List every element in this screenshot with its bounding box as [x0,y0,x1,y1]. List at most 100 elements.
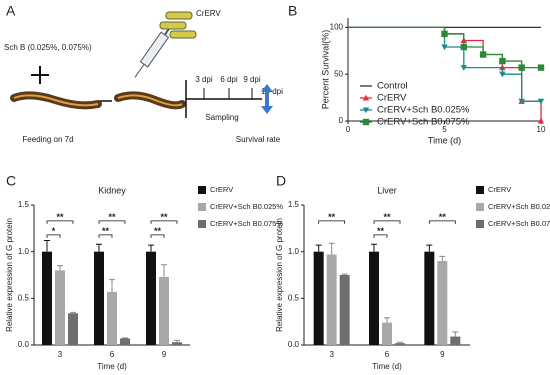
sampling-label: Sampling [205,113,238,122]
y-tick-label: 0.0 [18,340,30,349]
significance-label: ** [56,212,64,222]
bar [382,322,392,345]
x-tick-label: 3 [58,350,63,359]
panel-label: B [288,3,297,19]
eel [114,91,186,110]
legend-swatch [198,220,206,228]
plus-sign [31,66,49,84]
significance-bracket [428,220,456,224]
syringe-needle [134,64,145,78]
bar [42,251,52,345]
error-bar [452,331,459,337]
chart-title: Liver [377,185,397,195]
feeding-label: Feeding on 7d [22,135,73,144]
panel-label: A [6,3,16,19]
legend-label: CrERV+Sch B0.075% [488,219,550,228]
y-tick-label: 0 [339,116,344,125]
y-tick-label: 0.5 [288,293,300,302]
legend-label: CrERV+Sch B0.025% [210,202,283,211]
legend-swatch [198,186,206,194]
virus-label: CrERV [196,9,221,18]
error-bar [96,243,102,252]
y-tick-label: 0.5 [18,293,30,302]
legend-swatch [476,186,484,194]
survival-point [479,51,487,58]
chart-title: Kidney [98,185,126,195]
legend-label: CrERV [210,185,233,194]
error-bar [148,244,154,252]
bar [107,291,117,345]
legend-swatch [198,203,206,211]
bar [437,261,448,345]
error-bar [44,239,50,252]
legend-label: CrERV+Sch B0.075% [377,117,470,128]
bar [94,251,104,345]
error-bar [174,339,180,343]
survival-point [441,30,448,38]
bar [159,276,169,345]
syringe [134,24,173,78]
significance-bracket [150,234,165,238]
error-bar [315,244,322,252]
significance-bracket [150,220,178,224]
y-tick-label: 1.0 [18,247,30,256]
error-bar [328,242,335,255]
y-tick-label: 1.5 [18,200,30,209]
bar [146,251,156,345]
y-tick-label: 50 [334,69,343,78]
x-tick-label: 6 [110,350,115,359]
legend-marker [362,94,370,101]
dose-label: Sch B (0.025%, 0.075%) [4,43,92,52]
x-tick-label: 9 [162,350,167,359]
survival-line [348,26,541,102]
survival-point [537,98,545,105]
error-bar [161,264,167,277]
significance-bracket [46,234,61,238]
timepoint-label: 3 dpi [195,75,213,84]
x-axis-label: Time (d) [97,362,127,371]
survival-point [499,71,506,78]
survival-point [518,64,525,71]
legend-label: CrERV [377,93,407,104]
survival-point [518,98,525,105]
error-bar [426,244,433,252]
significance-bracket [46,220,74,224]
y-axis-label: Percent Survival(%) [320,30,330,110]
significance-label: ** [108,212,116,222]
legend-label: CrERV+Sch B0.025% [377,105,470,116]
significance-label: ** [160,212,168,222]
eel-stripe [117,94,183,107]
x-tick-label: 0 [346,125,351,134]
double-arrow [261,84,273,114]
virus-icon [159,21,187,30]
outcome-label: Survival rate [236,135,281,144]
bar [313,251,324,345]
diagram: A Sch B (0.025%, 0.075%) CrERV 3 dpi 6 d… [4,3,283,144]
legend-label: CrERV [488,185,511,194]
bar [369,251,379,345]
survival-point [537,64,545,71]
survival-point [460,65,467,71]
significance-bracket [98,234,113,238]
y-tick-label: 1.5 [288,200,300,209]
x-axis-label: Time (d) [428,135,461,145]
significance-label: ** [377,226,385,236]
x-tick-label: 5 [442,125,447,134]
timepoint-label: 9 dpi [243,75,261,84]
survival-point [460,43,467,51]
significance-label: ** [154,226,162,236]
virus-icon [169,30,197,39]
error-bar [109,279,115,292]
significance-label: * [52,226,56,236]
significance-bracket [373,234,388,238]
significance-label: ** [102,226,110,236]
error-bar [371,243,377,252]
y-axis-label: Relative expression of G protein [275,218,284,332]
bar [68,313,78,345]
x-tick-label: 9 [440,350,445,359]
panel-label: C [6,173,16,189]
bar [120,338,130,345]
x-axis-label: Time (d) [372,362,402,371]
legend-swatch [476,220,484,228]
